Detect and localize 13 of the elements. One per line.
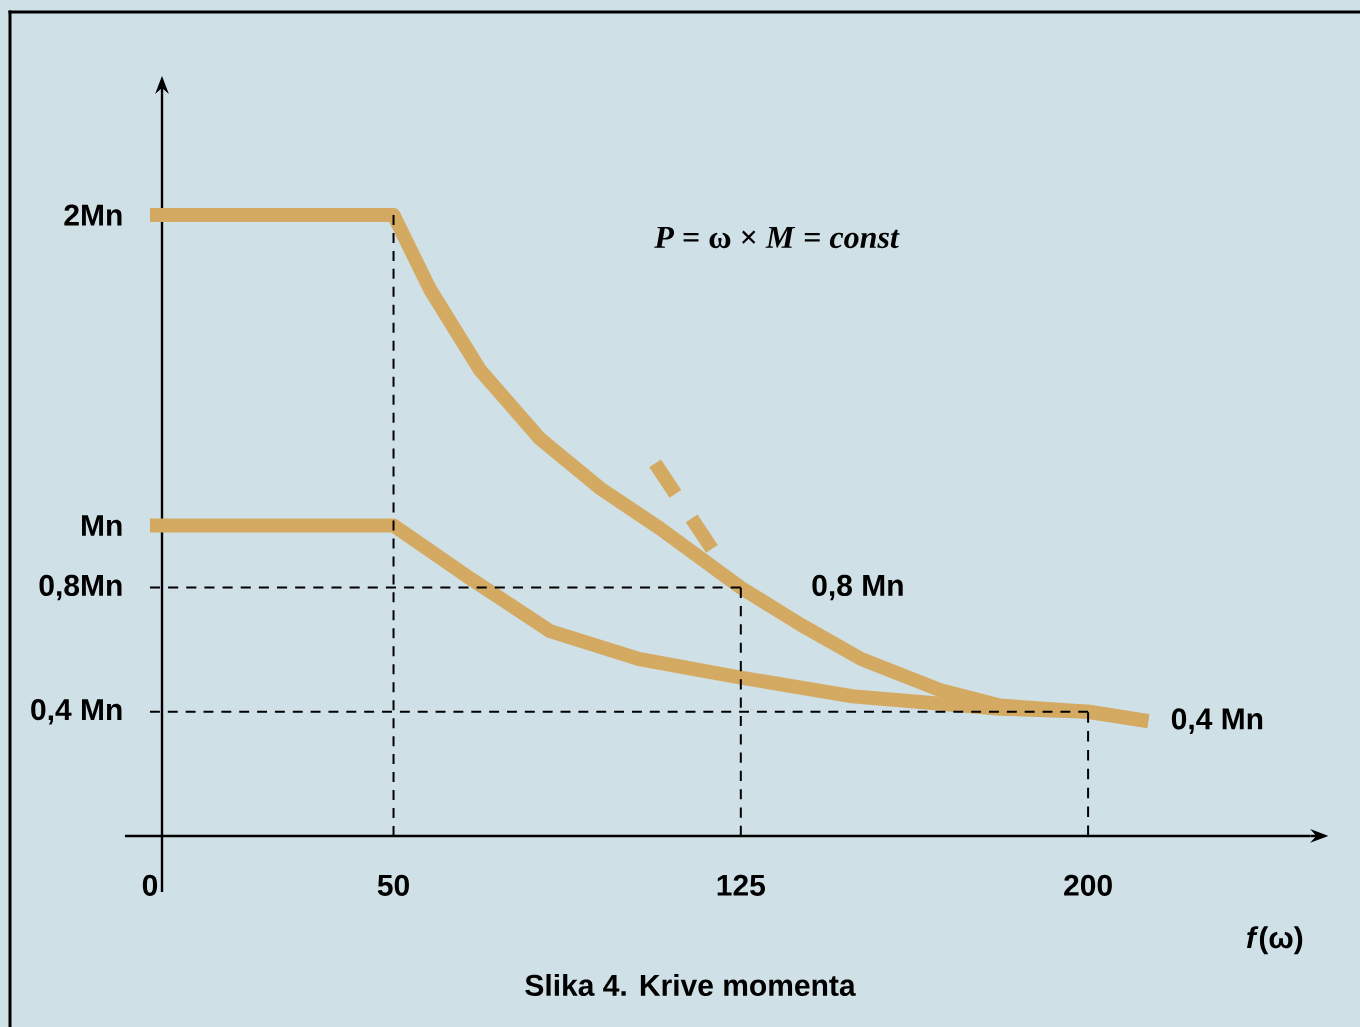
- y-tick-label: Mn: [82, 515, 122, 536]
- x-tick-label: 200: [1064, 874, 1112, 896]
- y-tick-label: 0,8Mn: [39, 574, 122, 601]
- annotation: 0,8 Mn: [812, 574, 903, 601]
- y-tick-label: 2Mn: [64, 204, 122, 226]
- annotation: P = ω × M = const: [654, 226, 900, 249]
- text: Slika 4. Krive momenta: [525, 973, 856, 996]
- x-axis-title: f(ω): [1246, 926, 1303, 955]
- x-tick-label: 0: [142, 874, 158, 896]
- x-tick-label: 125: [717, 874, 765, 896]
- y-tick-label: 0,4 Mn: [31, 698, 122, 725]
- x-tick-label: 50: [377, 874, 409, 896]
- annotation: 0,4 Mn: [1171, 708, 1263, 734]
